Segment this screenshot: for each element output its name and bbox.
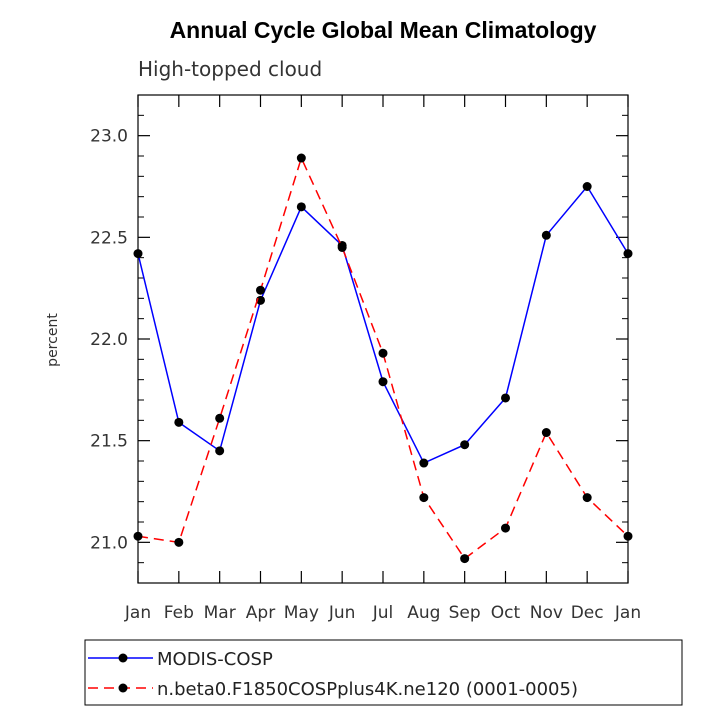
chart-subtitle: High-topped cloud (138, 57, 322, 81)
data-point-series-1 (215, 413, 225, 423)
series-group (133, 153, 633, 564)
data-point-series-1 (541, 428, 551, 438)
y-tick-label: 21.5 (90, 432, 128, 452)
x-tick-label: Jan (614, 603, 641, 623)
data-point-series-0 (623, 249, 633, 259)
data-point-series-1 (378, 348, 388, 358)
data-point-series-0 (215, 446, 225, 456)
data-point-series-1 (256, 285, 265, 295)
x-tick-label: Jan (124, 603, 151, 623)
data-point-series-1 (582, 493, 592, 503)
legend-label-modis: MODIS-COSP (157, 649, 273, 670)
data-point-series-0 (133, 249, 143, 259)
data-point-series-0 (256, 295, 265, 305)
data-point-series-1 (460, 554, 470, 564)
x-tick-label: Nov (530, 603, 563, 623)
y-tick-label: 23.0 (90, 127, 128, 147)
data-point-series-0 (419, 458, 429, 468)
data-point-series-1 (419, 493, 429, 503)
y-axis-label: percent (45, 313, 61, 367)
x-tick-label: Oct (491, 603, 521, 623)
axis-ticks (137, 94, 629, 584)
data-point-series-1 (174, 537, 184, 547)
x-tick-label: May (284, 603, 319, 623)
x-tick-labels: Jan Feb Mar Apr May Jun Jul Aug Sep Oct Nov Dec Jan (124, 603, 641, 623)
chart-title: Annual Cycle Global Mean Climatology (170, 17, 597, 43)
x-tick-label: Aug (407, 603, 440, 623)
y-tick-labels: 21.0 21.5 22.0 22.5 23.0 (90, 127, 128, 554)
data-point-series-0 (460, 440, 470, 450)
legend-label-model: n.beta0.F1850COSPplus4K.ne120 (0001-0005… (157, 679, 578, 700)
y-tick-label: 21.0 (90, 533, 128, 553)
data-point-series-0 (501, 393, 510, 403)
data-point-series-1 (623, 531, 633, 541)
series-line-0 (137, 185, 629, 465)
legend-box (84, 639, 683, 706)
series-line-1 (137, 155, 629, 560)
x-tick-label: Apr (246, 603, 275, 623)
data-point-series-0 (582, 182, 592, 191)
x-tick-label: Dec (571, 603, 604, 623)
legend-marker-model (118, 683, 128, 693)
data-point-series-0 (378, 377, 388, 387)
data-point-series-0 (296, 202, 306, 212)
data-point-series-1 (133, 531, 143, 541)
data-point-series-1 (296, 153, 306, 163)
x-tick-label: Jun (328, 603, 356, 623)
y-tick-label: 22.0 (90, 330, 128, 350)
x-tick-label: Mar (204, 603, 236, 623)
data-point-series-1 (501, 523, 510, 533)
data-point-series-1 (337, 243, 347, 252)
x-tick-label: Jul (372, 603, 394, 623)
x-tick-label: Sep (449, 603, 481, 623)
plot-frame (137, 94, 629, 584)
y-tick-label: 22.5 (90, 228, 128, 248)
data-point-series-0 (174, 417, 184, 427)
legend-marker-modis (118, 653, 128, 663)
data-point-series-0 (541, 230, 551, 240)
x-tick-label: Feb (164, 603, 194, 623)
